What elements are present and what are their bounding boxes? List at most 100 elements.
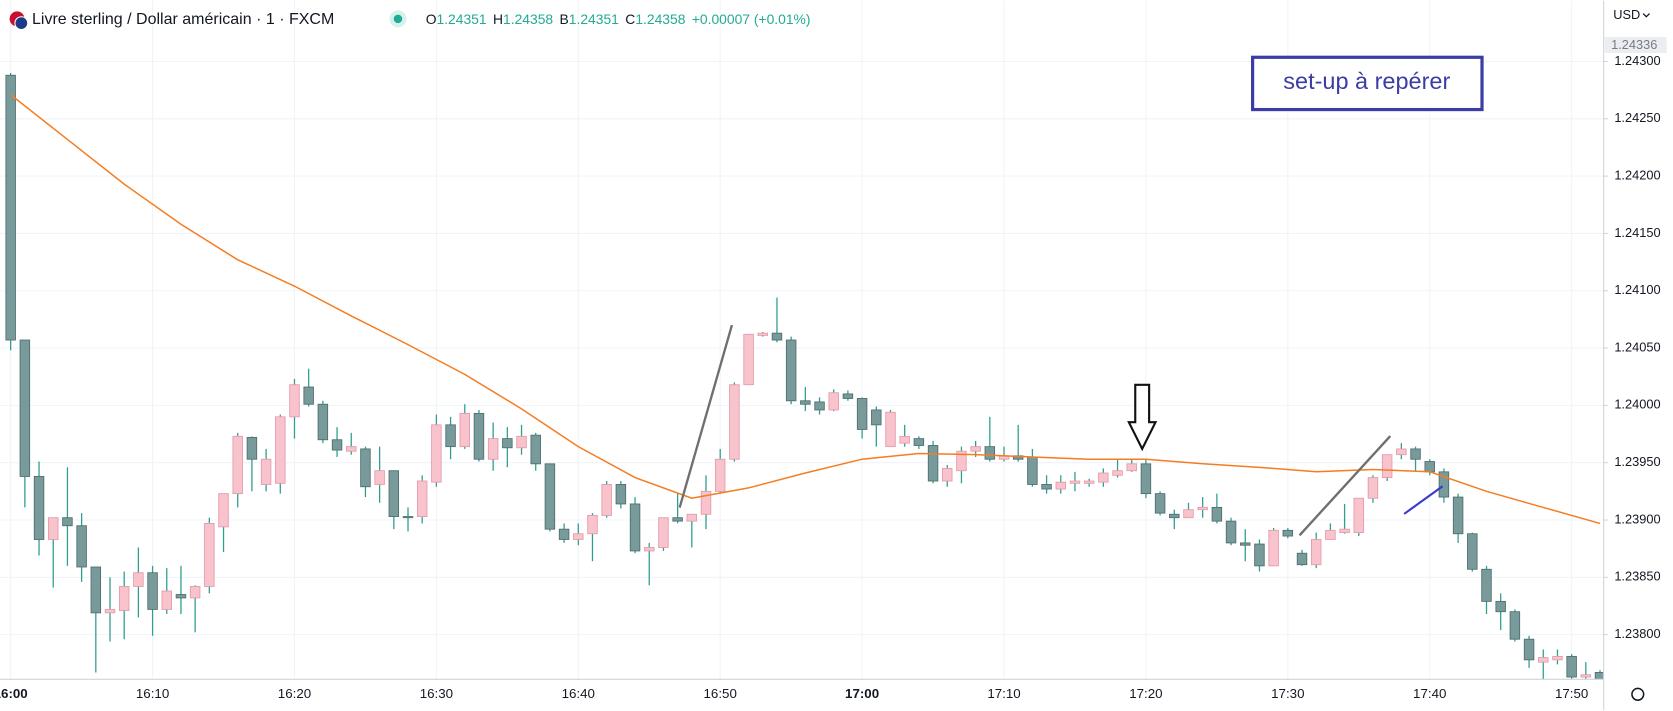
last-price-box — [1604, 37, 1667, 54]
candle-body — [374, 470, 385, 485]
y-tick-label: 1.23950 — [1614, 454, 1660, 469]
x-tick-label: 16:00 — [0, 686, 28, 701]
candle-body — [1467, 533, 1478, 570]
candle-body — [970, 446, 981, 452]
candle-body — [1566, 655, 1577, 678]
candle-body — [1552, 655, 1563, 661]
candle-body — [629, 503, 641, 552]
change: +0.00007 (+0.01%) — [692, 11, 811, 27]
candle-body — [714, 458, 726, 492]
candle-body — [899, 435, 910, 444]
y-tick-label: 1.24250 — [1614, 110, 1660, 125]
y-tick-label: 1.24200 — [1614, 167, 1660, 182]
candle-body — [1424, 461, 1435, 473]
candle-body — [1126, 463, 1137, 472]
ohlc-label: B — [560, 11, 569, 27]
x-tick-label: 17:50 — [1555, 686, 1588, 701]
candle-body — [204, 523, 215, 587]
candle-body — [232, 435, 243, 495]
status-dot — [393, 14, 403, 24]
ohlc-label: O — [426, 11, 437, 27]
candle-body — [1381, 454, 1393, 479]
candle-body — [1225, 520, 1237, 544]
y-tick-label: 1.24000 — [1614, 397, 1660, 412]
candle-body — [360, 448, 371, 488]
candle-body — [1410, 448, 1421, 460]
candle-body — [90, 566, 102, 614]
candle-body — [1112, 470, 1123, 476]
candle-body — [445, 424, 456, 448]
candle-body — [1452, 496, 1464, 535]
candle-body — [1509, 611, 1521, 640]
candle-body — [1169, 513, 1180, 519]
candle-body — [743, 333, 754, 386]
moving-average — [10, 94, 1601, 525]
candle-body — [516, 435, 527, 449]
header: Livre sterling / Dollar américain · 1 · … — [9, 10, 811, 31]
y-tick-label: 1.23800 — [1614, 626, 1660, 641]
x-tick-label: 16:10 — [136, 686, 169, 701]
candle-body — [1154, 493, 1166, 514]
candle-body — [1282, 529, 1294, 537]
candle-body — [1495, 600, 1506, 613]
candle-body — [871, 409, 882, 426]
y-tick-label: 1.23850 — [1614, 569, 1660, 584]
y-tick-label: 1.24050 — [1614, 339, 1660, 354]
currency-chevron[interactable] — [1642, 13, 1650, 18]
candle-body — [402, 516, 414, 519]
trend-line — [678, 324, 734, 508]
x-tick-label: 16:50 — [704, 686, 737, 701]
candle-body — [601, 484, 612, 516]
candle-body — [275, 416, 286, 484]
currency: USD — [1613, 7, 1640, 22]
candle-body — [1367, 477, 1379, 499]
candle-body — [1310, 539, 1322, 566]
candle-body — [814, 401, 825, 411]
candle-body — [189, 586, 201, 599]
candle-body — [700, 490, 712, 515]
candle-body — [48, 517, 59, 540]
candle-body — [118, 586, 130, 611]
candle-body — [1140, 463, 1152, 495]
candle-body — [431, 424, 442, 483]
x-tick-label: 17:30 — [1271, 686, 1304, 701]
candle-body — [615, 484, 627, 505]
ohlc-value: 1.24351 — [569, 11, 619, 27]
candle-body — [672, 517, 683, 522]
candle-body — [1055, 481, 1067, 490]
y-tick-label: 1.24100 — [1614, 282, 1660, 297]
candle-body — [331, 439, 343, 451]
x-tick-label: 17:00 — [845, 686, 879, 701]
x-tick-label: 16:40 — [562, 686, 595, 701]
candle-body — [828, 392, 839, 411]
candle-body — [161, 590, 172, 610]
candle-body — [76, 525, 87, 568]
candle-body — [175, 594, 187, 599]
candle-body — [1211, 506, 1223, 522]
candle-body — [303, 386, 314, 405]
candle-body — [885, 411, 896, 448]
candle-body — [5, 74, 16, 341]
candle-body — [104, 608, 116, 614]
annotation: set-up à repérer — [1283, 68, 1450, 94]
candle-body — [1353, 497, 1365, 534]
candle-body — [785, 339, 797, 402]
candle-body — [1580, 674, 1592, 678]
arrow-down — [1127, 383, 1158, 452]
ohlc: O1.24351 H1.24358 B1.24351 C1.24358 +0.00007… — [426, 11, 811, 27]
candle-body — [1396, 448, 1407, 456]
candle-body — [927, 445, 939, 482]
candle-body — [1438, 471, 1450, 498]
candle-body — [246, 437, 258, 460]
candle-body — [942, 467, 953, 482]
ohlc-label: C — [625, 11, 635, 27]
candle-body — [33, 476, 45, 540]
candle-body — [1069, 480, 1081, 484]
drawings: set-up à repérer — [678, 55, 1484, 537]
candle-body — [956, 450, 967, 472]
candle-body — [1027, 456, 1038, 485]
settings-icon[interactable] — [1631, 687, 1645, 701]
candle-body — [289, 384, 300, 418]
candle-body — [530, 434, 541, 465]
